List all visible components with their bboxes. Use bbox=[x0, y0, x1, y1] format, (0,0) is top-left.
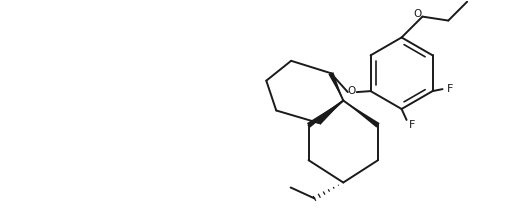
Text: F: F bbox=[447, 84, 453, 94]
Polygon shape bbox=[328, 72, 343, 101]
Polygon shape bbox=[343, 101, 380, 128]
Text: O: O bbox=[413, 9, 422, 19]
Text: F: F bbox=[409, 120, 415, 130]
Polygon shape bbox=[317, 101, 343, 125]
Polygon shape bbox=[307, 101, 343, 128]
Text: O: O bbox=[348, 86, 356, 96]
